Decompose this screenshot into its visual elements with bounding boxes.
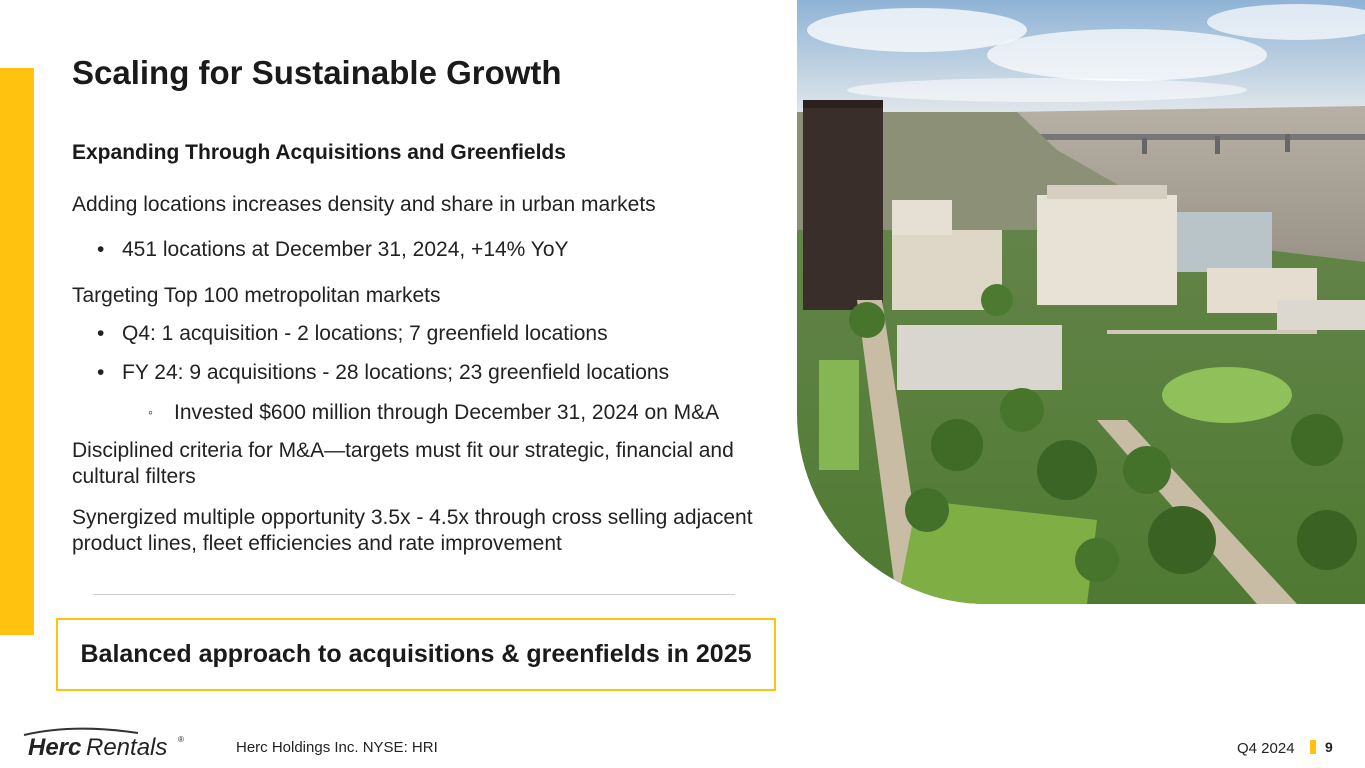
paragraph-synergies: Synergized multiple opportunity 3.5x - 4… (72, 506, 753, 555)
logo-registered-mark: ® (178, 735, 184, 744)
sub-bullet-marker: ◦ (148, 404, 153, 420)
divider-line (93, 594, 735, 595)
bullet-item: • Q4: 1 acquisition - 2 locations; 7 gree… (97, 321, 608, 347)
sub-bullet-text: Invested $600 million through December 3… (174, 401, 720, 424)
slide-subtitle: Expanding Through Acquisitions and Green… (72, 141, 566, 164)
paragraph-targeting: Targeting Top 100 metropolitan markets (72, 284, 441, 307)
logo-word-rentals: Rentals (86, 734, 167, 761)
sub-bullet-item: ◦ Invested $600 million through December … (148, 399, 719, 426)
slide-title: Scaling for Sustainable Growth (72, 54, 562, 91)
bullet-text: Q4: 1 acquisition - 2 locations; 7 green… (122, 322, 608, 345)
accent-bar (0, 68, 34, 635)
footer-company: Herc Holdings Inc. NYSE: HRI (236, 739, 438, 756)
city-aerial-photo (797, 0, 1365, 604)
bullet-item: • FY 24: 9 acquisitions - 28 locations; 2… (97, 360, 669, 386)
callout-text: Balanced approach to acquisitions & gree… (80, 640, 752, 668)
bullet-item: • 451 locations at December 31, 2024, +14… (97, 237, 569, 263)
bullet-text: FY 24: 9 acquisitions - 28 locations; 23… (122, 361, 670, 384)
bullet-marker: • (97, 238, 105, 261)
paragraph-locations: Adding locations increases density and s… (72, 193, 656, 216)
bullet-text: 451 locations at December 31, 2024, +14%… (122, 238, 569, 261)
page-number: 9 (1325, 739, 1333, 755)
footer-accent-mark (1310, 740, 1316, 754)
logo-word-herc: Herc (28, 734, 81, 761)
bullet-marker: • (97, 322, 105, 345)
paragraph-criteria: Disciplined criteria for M&A—targets mus… (72, 439, 734, 488)
bullet-marker: • (97, 361, 105, 384)
herc-rentals-logo: Herc Rentals ® (23, 727, 184, 761)
callout-box: Balanced approach to acquisitions & gree… (56, 618, 776, 691)
city-aerial-illustration (797, 0, 1365, 604)
footer-quarter: Q4 2024 (1237, 740, 1295, 757)
